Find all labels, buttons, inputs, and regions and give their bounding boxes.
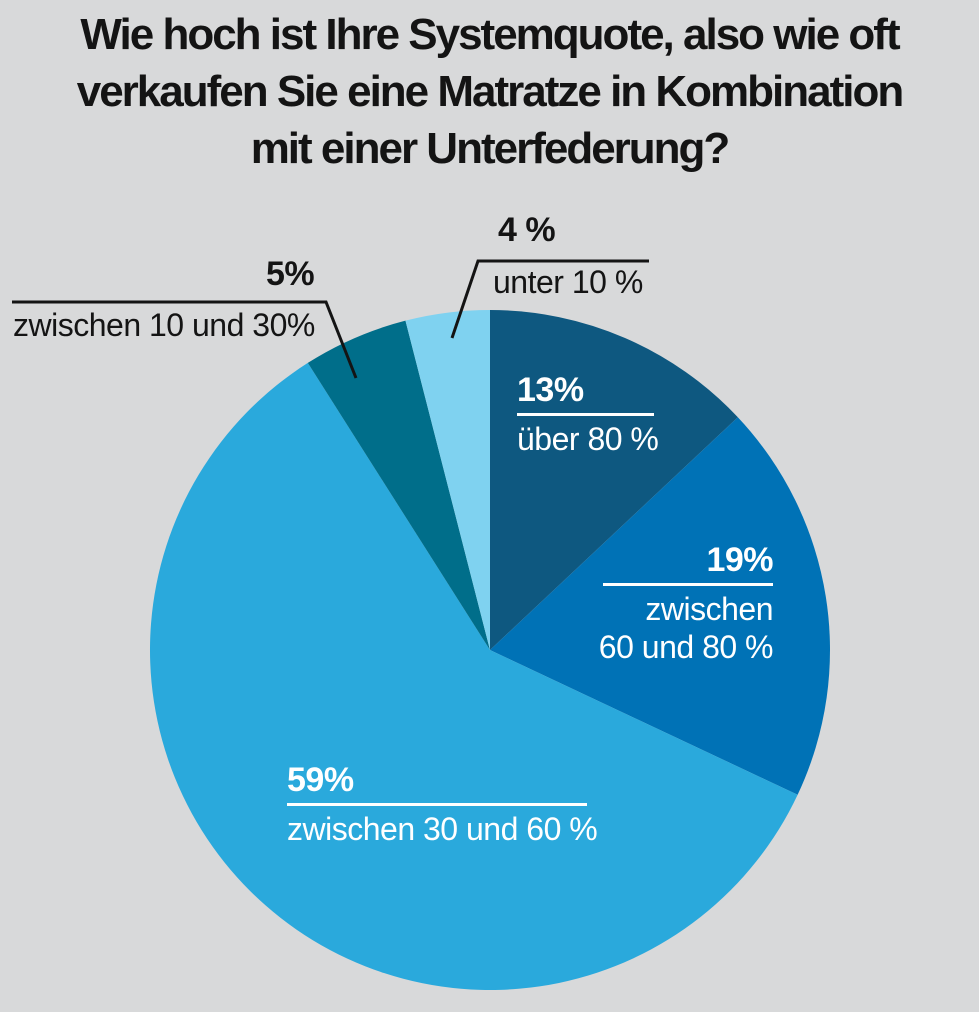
label-slice-60-80-text-1: zwischen [645,591,773,627]
label-slice-60-80: 19% zwischen 60 und 80 % [598,540,774,666]
pie-slice [490,310,738,650]
label-slice-unter-10-pct: 4 % [498,211,556,249]
label-underline [603,583,773,586]
label-slice-30-60-text: zwischen 30 und 60 % [287,811,598,847]
label-slice-ueber-80-text: über 80 % [517,421,659,457]
label-slice-10-30-text: zwischen 10 und 30% [13,307,315,343]
chart-title-line-2: verkaufen Sie eine Matratze in Kombinati… [76,67,905,116]
pie-slice [405,310,490,650]
label-slice-30-60-pct: 59% [287,761,354,799]
label-slice-ueber-80: 13% über 80 % [517,370,659,458]
pie-slice [307,320,490,650]
chart-title: Wie hoch ist Ihre Systemquote, also wie … [0,6,979,177]
label-slice-unter-10-text: unter 10 % [493,264,643,300]
leader-line-5pct [12,300,358,379]
chart-title-line-1: Wie hoch ist Ihre Systemquote, also wie … [80,10,900,59]
label-slice-60-80-text-2: 60 und 80 % [598,629,774,665]
pie-slice [149,362,798,991]
label-slice-60-80-pct: 19% [706,541,773,579]
pie-slices [149,310,830,991]
label-slice-30-60: 59% zwischen 30 und 60 % [287,760,598,848]
label-underline [287,803,587,806]
leader-line-4pct [450,259,649,339]
label-underline [517,413,654,416]
pie-slice [490,417,830,795]
label-slice-10-30-pct: 5% [266,255,315,293]
label-slice-ueber-80-pct: 13% [517,371,584,409]
chart-title-line-3: mit einer Unterfederung? [250,124,731,173]
